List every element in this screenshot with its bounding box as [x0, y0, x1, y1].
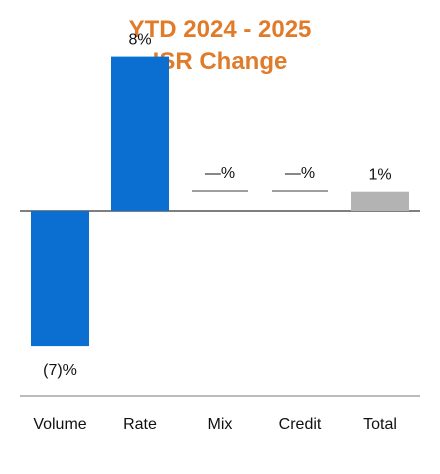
chart-title-line-2: ISR Change	[152, 48, 288, 75]
category-label-rate: Rate	[123, 416, 157, 433]
data-label-total: 1%	[368, 167, 391, 184]
data-label-rate: 8%	[128, 32, 151, 49]
bar-volume	[31, 211, 89, 347]
data-label-volume: (7)%	[43, 362, 77, 379]
category-label-volume: Volume	[33, 416, 86, 433]
category-label-mix: Mix	[208, 416, 233, 433]
data-label-credit: —%	[285, 165, 315, 182]
category-label-credit: Credit	[279, 416, 322, 433]
category-label-total: Total	[363, 416, 397, 433]
bar-total	[351, 191, 409, 211]
data-label-mix: —%	[205, 165, 235, 182]
chart-title-line-1: YTD 2024 - 2025	[128, 16, 312, 43]
bar-rate	[111, 56, 169, 211]
